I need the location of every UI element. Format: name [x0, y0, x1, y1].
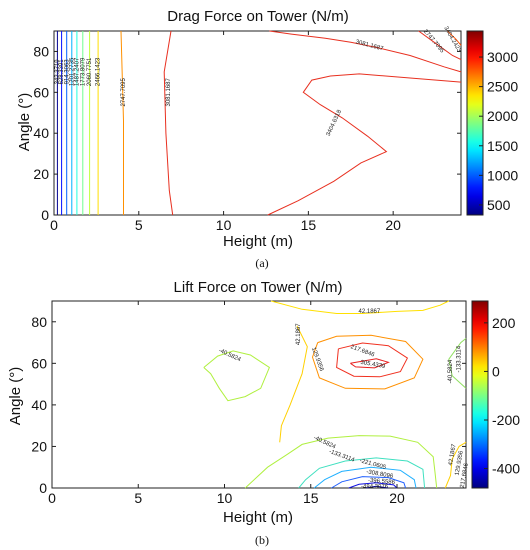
- y-tick-label: 80: [33, 43, 49, 59]
- contour-line: [447, 30, 462, 46]
- contour-line: [270, 300, 450, 314]
- contour-label: 305.4339: [360, 360, 386, 370]
- y-tick-label: 60: [33, 84, 49, 100]
- y-tick-label: 20: [33, 166, 49, 182]
- colorbar-tick-label: 200: [492, 315, 516, 331]
- contour-label: 42.1867: [448, 443, 458, 466]
- y-tick-label: 0: [39, 480, 47, 496]
- contour-line: [331, 476, 407, 489]
- contour-line: [418, 30, 462, 61]
- lift-plot-area: 42.1867 42.1867 -40.5824 129.9356 217.6846 30…: [31, 300, 470, 506]
- contour-label: -484.3076: [361, 485, 389, 491]
- contour-label: -396.5586: [368, 478, 396, 486]
- contour-line: [365, 485, 389, 489]
- contour-line: [298, 457, 426, 489]
- drag-force-panel: Drag Force on Tower (N/m) 3081.1687 2747.…: [16, 8, 518, 270]
- contour-line: [336, 342, 409, 378]
- contour-label: 2466.1423: [96, 57, 102, 86]
- lift-colorbar: 200 0 -200 -400: [471, 300, 520, 489]
- colorbar-tick-label: -200: [492, 412, 520, 428]
- x-tick-label: 10: [217, 490, 233, 506]
- colorbar-tick-label: 2000: [487, 108, 518, 124]
- x-tick-label: 0: [50, 217, 58, 233]
- y-tick-label: 60: [31, 355, 47, 371]
- drag-plot-area: 3081.1687 2747.7095 2466.14232060.77511773…: [33, 26, 462, 233]
- colorbar-tick-label: 0: [492, 363, 500, 379]
- x-tick-label: 20: [385, 217, 401, 233]
- plot-frame: [51, 300, 467, 489]
- x-tick-label: 10: [216, 217, 232, 233]
- y-tick-label: 0: [41, 207, 49, 223]
- contour-label: 42.1867: [359, 309, 381, 315]
- lift-x-axis-label: Height (m): [223, 509, 293, 526]
- contour-line: [244, 435, 438, 489]
- lift-chart-title: Lift Force on Tower (N/m): [174, 279, 343, 296]
- contour-line: [279, 325, 308, 443]
- colorbar-gradient: [471, 300, 489, 489]
- x-tick-label: 0: [48, 490, 56, 506]
- contour-line: [350, 358, 390, 369]
- colorbar-tick-label: 1500: [487, 138, 518, 154]
- colorbar-tick-label: -400: [492, 461, 520, 477]
- drag-chart-title: Drag Force on Tower (N/m): [167, 8, 348, 25]
- contour-label: 342.3719: [55, 59, 61, 85]
- colorbar-gradient: [466, 30, 484, 216]
- contour-label: 2747.7095: [121, 77, 127, 106]
- drag-y-axis-label: Angle (°): [16, 93, 33, 152]
- contour-label: 42.1867: [296, 323, 302, 345]
- y-tick-label: 80: [31, 314, 47, 330]
- contour-line: [163, 30, 174, 216]
- lift-y-axis-label: Angle (°): [7, 367, 24, 426]
- contour-label: 2060.7751: [87, 57, 93, 86]
- contour-line: [311, 334, 424, 390]
- contour-label: 129.9356: [455, 450, 465, 476]
- contour-label: -308.8096: [366, 469, 394, 480]
- colorbar-tick-label: 3000: [487, 49, 518, 65]
- contour-label: -40.5824: [448, 359, 454, 383]
- x-tick-label: 5: [134, 490, 142, 506]
- x-tick-label: 5: [135, 217, 143, 233]
- x-tick-label: 15: [303, 490, 319, 506]
- contour-label: 1773.8079: [80, 57, 86, 86]
- colorbar-tick-label: 1000: [487, 167, 518, 183]
- contour-line: [203, 350, 271, 402]
- contour-label: 3081.1687: [166, 77, 172, 106]
- contour-label: 1201.2735: [69, 57, 75, 86]
- contour-label: -133.3114: [457, 345, 463, 372]
- caption-a: (a): [255, 256, 268, 270]
- contour-label: 914.3063: [64, 59, 70, 85]
- x-tick-label: 15: [301, 217, 317, 233]
- contour-line: [448, 338, 467, 389]
- y-tick-label: 20: [31, 438, 47, 454]
- y-tick-label: 40: [33, 125, 49, 141]
- contour-line: [269, 30, 462, 73]
- drag-x-axis-label: Height (m): [223, 233, 293, 250]
- contour-line: [313, 466, 417, 489]
- contour-label: 1487.2407: [74, 57, 80, 86]
- caption-b: (b): [255, 533, 269, 547]
- lift-force-panel: Lift Force on Tower (N/m) 42.186742.1867…: [7, 279, 520, 547]
- contour-line: [348, 482, 398, 489]
- contour-label: 628.3391: [59, 59, 65, 85]
- contour-line: [267, 73, 462, 216]
- drag-colorbar: 500 1000 1500 2000 2500 3000: [466, 30, 518, 216]
- colorbar-tick-label: 2500: [487, 79, 518, 95]
- contour-line: [444, 441, 467, 489]
- x-tick-label: 20: [389, 490, 405, 506]
- contour-line: [120, 30, 124, 215]
- contour-label: 217.6846: [460, 462, 470, 488]
- plot-frame: [53, 30, 462, 216]
- colorbar-tick-label: 500: [487, 197, 511, 213]
- y-tick-label: 40: [31, 397, 47, 413]
